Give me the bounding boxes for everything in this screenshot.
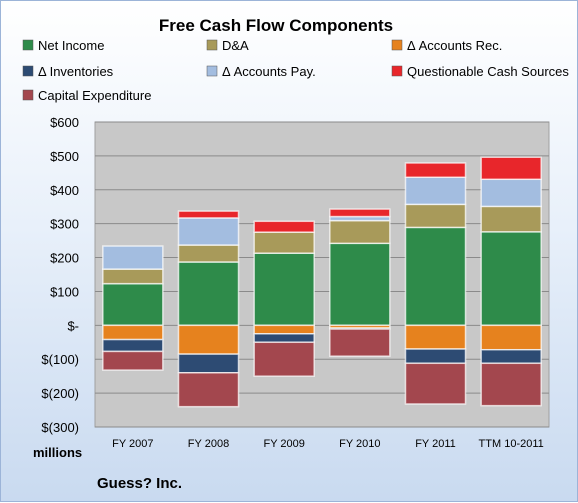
y-tick-label: $- (67, 318, 79, 333)
bar-segment-questionable-cash-sources (329, 208, 391, 218)
y-tick-label: $500 (50, 149, 79, 164)
legend-label-capital-expenditure: Capital Expenditure (38, 88, 151, 103)
bar-segment-inventories (102, 338, 164, 353)
legend-label-d-a: D&A (222, 38, 249, 53)
x-tick-label: FY 2009 (263, 438, 304, 450)
legend-label-accounts-rec: Δ Accounts Rec. (407, 38, 502, 53)
bar-segment-d-a (177, 244, 240, 263)
x-axis-labels: FY 2007 FY 2008 FY 2009 FY 2010 FY 2011 TTM 1… (112, 438, 544, 450)
bar-segment-questionable-cash-sources (480, 156, 542, 181)
bar-segment-questionable-cash-sources (253, 220, 315, 233)
y-tick-label: $(100) (41, 352, 79, 367)
plot-area (94, 121, 550, 428)
legend-swatch-net-income (22, 39, 34, 51)
bar-segment-accounts-rec (177, 324, 240, 355)
bar-segment-capital-expenditure (480, 362, 542, 407)
bar-segment-capital-expenditure (404, 362, 467, 405)
bar-segment-d-a (329, 219, 391, 245)
legend: Net Income D&A Δ Accounts Rec. Δ Inventorie… (22, 38, 569, 103)
y-tick-label: $(200) (41, 386, 79, 401)
bar-segment-net-income (177, 261, 240, 327)
y-tick-label: $100 (50, 284, 79, 299)
bar-segment-net-income (404, 226, 467, 327)
bar-segment-inventories (404, 348, 467, 365)
bar-segment-net-income (480, 231, 542, 327)
y-tick-label: $200 (50, 251, 79, 266)
y-tick-label: $600 (50, 115, 79, 130)
y-axis-ticks: $600 $500 $400 $300 $200 $100 $- $(100) $(200) $(… (41, 115, 79, 435)
bar-segment-d-a (102, 268, 164, 285)
bar-segment-accounts-rec (102, 324, 164, 341)
bar-segment-net-income (329, 242, 391, 327)
bar-segment-accounts-pay (102, 245, 164, 270)
gridlines (95, 121, 549, 428)
x-tick-label: TTM 10-2011 (479, 438, 544, 450)
bar-segment-questionable-cash-sources (177, 210, 240, 219)
legend-label-inventories: Δ Inventories (38, 64, 114, 79)
bar-segment-capital-expenditure (329, 328, 391, 357)
bar-segment-questionable-cash-sources (404, 162, 467, 178)
bar-segment-accounts-rec (480, 324, 542, 351)
legend-swatch-inventories (22, 65, 34, 77)
bars (102, 156, 542, 408)
legend-swatch-d-a (206, 39, 218, 51)
bar-segment-inventories (177, 353, 240, 374)
bar-segment-net-income (102, 282, 164, 327)
chart-title: Free Cash Flow Components (159, 16, 393, 35)
x-tick-label: FY 2011 (415, 438, 456, 450)
x-tick-label: FY 2010 (339, 438, 380, 450)
legend-label-accounts-pay: Δ Accounts Pay. (222, 64, 316, 79)
bar-segment-accounts-pay (177, 217, 240, 246)
legend-swatch-questionable-cash-sources (391, 65, 403, 77)
bar-segment-d-a (404, 203, 467, 229)
bar-segment-capital-expenditure (253, 341, 315, 377)
bar-segment-accounts-rec (404, 324, 467, 350)
legend-swatch-accounts-pay (206, 65, 218, 77)
legend-label-net-income: Net Income (38, 38, 104, 53)
legend-swatch-capital-expenditure (22, 89, 34, 101)
legend-label-questionable-cash-sources: Questionable Cash Sources (407, 64, 569, 79)
legend-swatch-accounts-rec (391, 39, 403, 51)
y-tick-label: $300 (50, 217, 79, 232)
bar-segment-d-a (480, 205, 542, 233)
x-tick-label: FY 2008 (188, 438, 229, 450)
company-name: Guess? Inc. (97, 475, 182, 492)
bar-segment-accounts-rec (253, 324, 315, 335)
unit-label: millions (33, 445, 82, 460)
bar-segment-accounts-pay (480, 178, 542, 208)
y-tick-label: $400 (50, 183, 79, 198)
x-tick-label: FY 2007 (112, 438, 153, 450)
bar-segment-net-income (253, 252, 315, 327)
bar-segment-accounts-pay (404, 176, 467, 206)
y-tick-label: $(300) (41, 420, 79, 435)
bar-segment-d-a (253, 231, 315, 254)
bar-segment-inventories (480, 348, 542, 365)
bar-segment-capital-expenditure (102, 350, 164, 371)
bar-segment-capital-expenditure (177, 372, 240, 408)
bar-segment-inventories (253, 333, 315, 344)
